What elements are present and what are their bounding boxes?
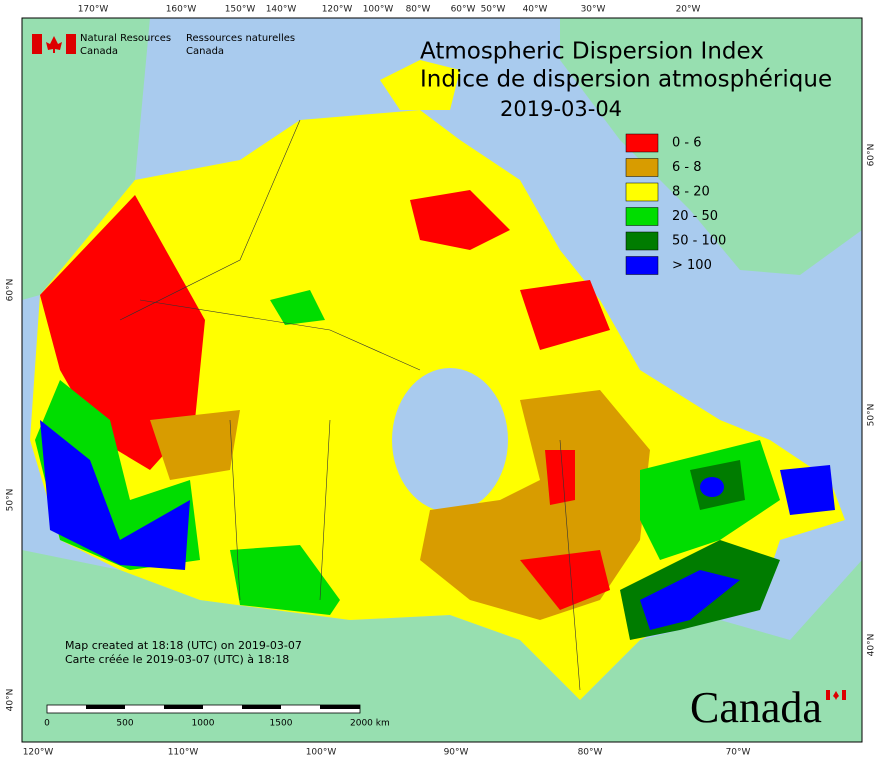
graticule-label: 40°N	[6, 689, 16, 712]
usa	[22, 550, 862, 742]
scale-seg	[86, 705, 125, 709]
graticule-label: 100°W	[306, 748, 337, 758]
zone-yellow	[380, 60, 460, 110]
graticule-label: 90°W	[444, 748, 469, 758]
zone-red	[545, 450, 575, 505]
alaska	[22, 18, 150, 300]
flag-bar	[32, 34, 42, 54]
graticule-label: 30°W	[581, 5, 606, 15]
scale-label: 1500	[270, 719, 293, 729]
graticule-label: 110°W	[168, 748, 199, 758]
graticule-label: 50°N	[867, 404, 877, 427]
agency-fr: Ressources naturelles	[186, 33, 295, 44]
zone-blue	[780, 465, 835, 515]
zone-green	[270, 290, 325, 325]
graticule-label: 80°W	[406, 5, 431, 15]
graticule-label: 60°W	[451, 5, 476, 15]
canada	[30, 60, 845, 700]
scale-seg	[164, 705, 203, 709]
legend-label: 8 - 20	[672, 185, 710, 200]
graticule-label: 40°N	[867, 634, 877, 657]
zone-orange	[150, 410, 240, 480]
graticule-label: 120°W	[23, 748, 54, 758]
scale-label: 500	[116, 719, 133, 729]
zone-red	[520, 550, 610, 610]
frame	[21, 17, 863, 743]
boundaries	[119, 119, 581, 691]
graticule-label: 170°W	[78, 5, 109, 15]
legend-label: 50 - 100	[672, 234, 726, 249]
greenland	[560, 18, 862, 275]
legend-swatch	[625, 207, 659, 226]
flag-bar	[66, 34, 76, 54]
legend-swatch	[625, 256, 659, 275]
scale-bar	[46, 704, 361, 714]
scale-label: 2000 km	[350, 719, 390, 729]
scale-seg	[320, 705, 360, 709]
date: 2019-03-04	[500, 97, 622, 121]
wordmark: Canada	[690, 683, 822, 732]
legend-swatch	[625, 231, 659, 251]
agency-en: Canada	[80, 46, 118, 57]
credit: Map created at 18:18 (UTC) on 2019-03-07	[65, 639, 302, 652]
title: Atmospheric Dispersion Index	[420, 39, 764, 65]
graticule-label: 60°N	[6, 279, 16, 302]
graticule-label: 80°W	[578, 748, 603, 758]
zone-green	[230, 545, 340, 615]
legend-label: 6 - 8	[672, 160, 702, 175]
graticule-label: 50°N	[6, 489, 16, 512]
logo	[32, 34, 76, 54]
legend-label: > 100	[672, 258, 712, 273]
graticule-label: 20°W	[676, 5, 701, 15]
hudson-bay	[392, 368, 508, 512]
flag-leaf	[833, 691, 839, 700]
zone-red	[520, 280, 610, 350]
graticule-label: 120°W	[322, 5, 353, 15]
graticule-label: 160°W	[166, 5, 197, 15]
legend-label: 20 - 50	[672, 209, 718, 224]
scale-label: 1000	[192, 719, 215, 729]
legend-label: 0 - 6	[672, 136, 702, 151]
scale-label: 0	[44, 719, 50, 729]
legend-swatch	[625, 182, 659, 202]
agency-fr: Canada	[186, 46, 224, 57]
graticule-label: 60°N	[867, 144, 877, 167]
graticule-label: 100°W	[363, 5, 394, 15]
legend-swatch	[625, 133, 659, 153]
flag-bar	[826, 690, 830, 700]
graticule-label: 70°W	[726, 748, 751, 758]
graticule-label: 150°W	[225, 5, 256, 15]
title: Indice de dispersion atmosphérique	[420, 67, 832, 93]
wordmark-flag	[826, 690, 846, 700]
zone-blue	[640, 570, 740, 630]
zone-blue	[700, 477, 724, 497]
graticule-label: 140°W	[266, 5, 297, 15]
flag-leaf	[46, 36, 62, 53]
graticule-label: 40°W	[523, 5, 548, 15]
agency-en: Natural Resources	[80, 33, 171, 44]
legend-swatch	[625, 158, 659, 177]
scale-seg	[242, 705, 281, 709]
zone-blue	[40, 420, 190, 570]
credit: Carte créée le 2019-03-07 (UTC) à 18:18	[65, 653, 289, 666]
flag-bar	[842, 690, 846, 700]
zone-red	[410, 190, 510, 250]
graticule-label: 50°W	[481, 5, 506, 15]
